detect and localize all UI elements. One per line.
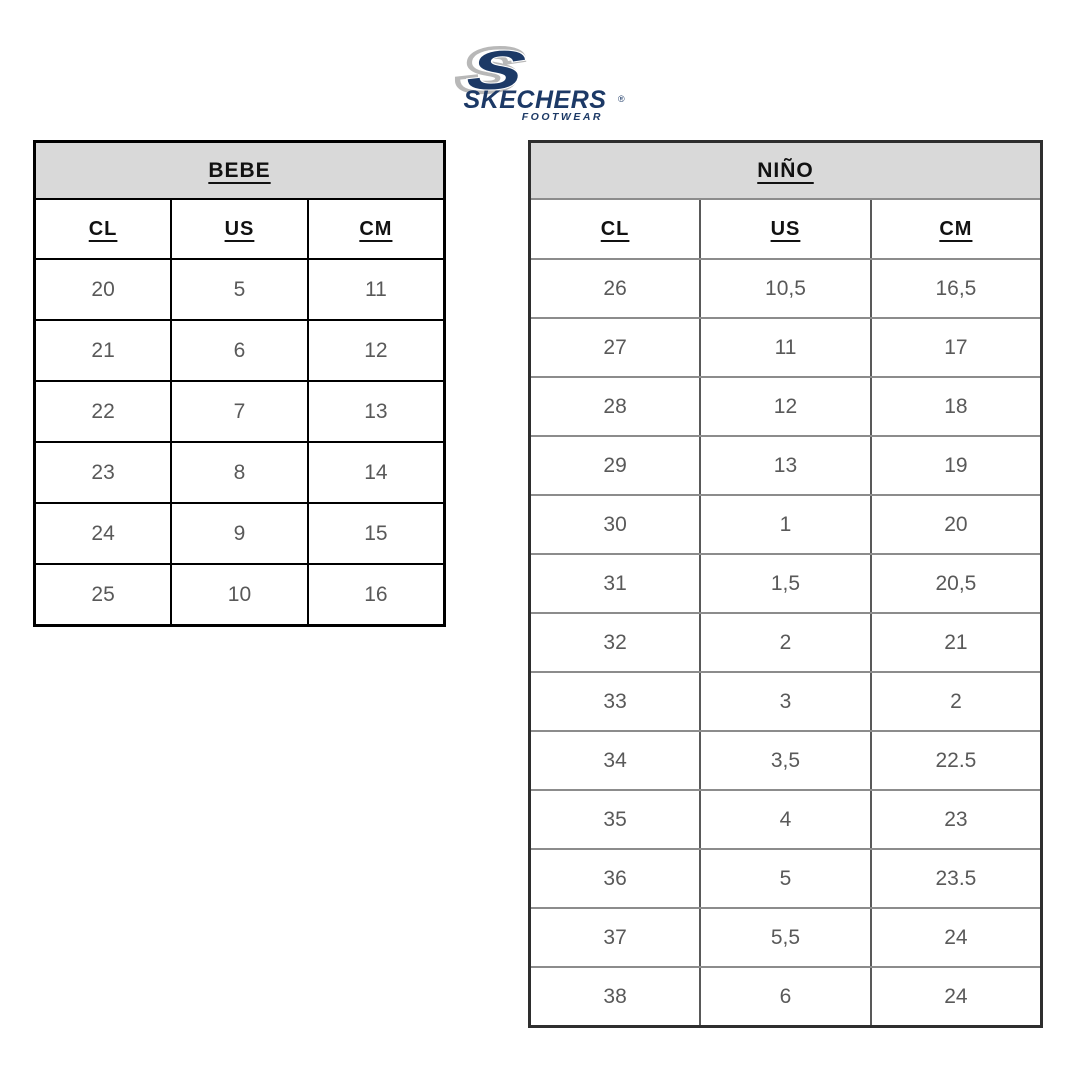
table-cell: 10,5 bbox=[699, 258, 872, 319]
table-cell: 21 bbox=[869, 612, 1043, 673]
table-cell: 26 bbox=[528, 258, 702, 319]
table-title-nino: NIÑO bbox=[528, 140, 1043, 200]
table-cell: 7 bbox=[170, 380, 309, 443]
table-cell: 4 bbox=[699, 789, 872, 850]
table-cell: 21 bbox=[33, 319, 173, 382]
column-header-cm: CM bbox=[306, 198, 446, 260]
column-header-cl: CL bbox=[33, 198, 173, 260]
column-header-us: US bbox=[699, 198, 872, 260]
table-cell: 12 bbox=[699, 376, 872, 437]
column-header-cl: CL bbox=[528, 198, 702, 260]
table-cell: 20,5 bbox=[869, 553, 1043, 614]
table-row: 28 12 18 bbox=[528, 376, 1043, 437]
table-cell: 15 bbox=[306, 502, 446, 565]
table-row: 31 1,5 20,5 bbox=[528, 553, 1043, 614]
table-cell: 6 bbox=[170, 319, 309, 382]
table-cell: 34 bbox=[528, 730, 702, 791]
registered-mark: ® bbox=[618, 94, 625, 104]
table-cell: 13 bbox=[699, 435, 872, 496]
table-row: 25 10 16 bbox=[33, 563, 446, 627]
column-header-cm: CM bbox=[869, 198, 1043, 260]
table-cell: 23.5 bbox=[869, 848, 1043, 909]
table-title-row: NIÑO bbox=[528, 140, 1043, 200]
table-cell: 17 bbox=[869, 317, 1043, 378]
table-cell: 22 bbox=[33, 380, 173, 443]
table-cell: 37 bbox=[528, 907, 702, 968]
table-row: 24 9 15 bbox=[33, 502, 446, 565]
table-cell: 5 bbox=[170, 258, 309, 321]
table-row: 23 8 14 bbox=[33, 441, 446, 504]
table-cell: 38 bbox=[528, 966, 702, 1028]
table-cell: 3,5 bbox=[699, 730, 872, 791]
table-title-row: BEBE bbox=[33, 140, 446, 200]
table-cell: 27 bbox=[528, 317, 702, 378]
footwear-wordmark: FOOTWEAR bbox=[522, 111, 603, 122]
table-cell: 11 bbox=[306, 258, 446, 321]
table-row: 37 5,5 24 bbox=[528, 907, 1043, 968]
nino-size-table: NIÑO CL US CM 26 10,5 16,5 27 11 17 28 12 18 29 13… bbox=[528, 140, 1043, 1028]
table-cell: 25 bbox=[33, 563, 173, 627]
table-cell: 2 bbox=[699, 612, 872, 673]
table-row: 35 4 23 bbox=[528, 789, 1043, 850]
table-cell: 14 bbox=[306, 441, 446, 504]
table-cell: 16,5 bbox=[869, 258, 1043, 319]
table-cell: 20 bbox=[33, 258, 173, 321]
table-cell: 20 bbox=[869, 494, 1043, 555]
table-header-row: CL US CM bbox=[528, 198, 1043, 260]
table-cell: 5,5 bbox=[699, 907, 872, 968]
bebe-table-body: 20 5 11 21 6 12 22 7 13 23 8 14 24 9 15 25 10 16 bbox=[33, 258, 446, 627]
table-cell: 23 bbox=[33, 441, 173, 504]
table-cell: 35 bbox=[528, 789, 702, 850]
table-cell: 9 bbox=[170, 502, 309, 565]
table-row: 29 13 19 bbox=[528, 435, 1043, 496]
table-cell: 30 bbox=[528, 494, 702, 555]
table-cell: 8 bbox=[170, 441, 309, 504]
table-cell: 23 bbox=[869, 789, 1043, 850]
table-row: 27 11 17 bbox=[528, 317, 1043, 378]
table-cell: 24 bbox=[33, 502, 173, 565]
table-row: 33 3 2 bbox=[528, 671, 1043, 732]
table-row: 38 6 24 bbox=[528, 966, 1043, 1028]
table-cell: 36 bbox=[528, 848, 702, 909]
table-row: 20 5 11 bbox=[33, 258, 446, 321]
table-cell: 2 bbox=[869, 671, 1043, 732]
table-title-bebe: BEBE bbox=[33, 140, 446, 200]
table-cell: 13 bbox=[306, 380, 446, 443]
table-cell: 22.5 bbox=[869, 730, 1043, 791]
table-cell: 33 bbox=[528, 671, 702, 732]
table-cell: 1 bbox=[699, 494, 872, 555]
skechers-wordmark: SKECHERS bbox=[464, 86, 607, 114]
table-cell: 1,5 bbox=[699, 553, 872, 614]
table-header-row: CL US CM bbox=[33, 198, 446, 260]
table-cell: 18 bbox=[869, 376, 1043, 437]
table-cell: 10 bbox=[170, 563, 309, 627]
bebe-size-table: BEBE CL US CM 20 5 11 21 6 12 22 7 13 23 8 14 24 9 15 2… bbox=[33, 140, 446, 627]
table-cell: 6 bbox=[699, 966, 872, 1028]
table-row: 32 2 21 bbox=[528, 612, 1043, 673]
table-cell: 28 bbox=[528, 376, 702, 437]
table-cell: 3 bbox=[699, 671, 872, 732]
table-row: 22 7 13 bbox=[33, 380, 446, 443]
table-row: 34 3,5 22.5 bbox=[528, 730, 1043, 791]
table-cell: 31 bbox=[528, 553, 702, 614]
table-cell: 19 bbox=[869, 435, 1043, 496]
skechers-logo: S S SKECHERS ® FOOTWEAR bbox=[450, 36, 625, 122]
table-row: 26 10,5 16,5 bbox=[528, 258, 1043, 319]
table-row: 30 1 20 bbox=[528, 494, 1043, 555]
table-cell: 16 bbox=[306, 563, 446, 627]
table-cell: 5 bbox=[699, 848, 872, 909]
table-row: 21 6 12 bbox=[33, 319, 446, 382]
table-cell: 12 bbox=[306, 319, 446, 382]
column-header-us: US bbox=[170, 198, 309, 260]
table-row: 36 5 23.5 bbox=[528, 848, 1043, 909]
table-cell: 11 bbox=[699, 317, 872, 378]
table-cell: 24 bbox=[869, 966, 1043, 1028]
table-cell: 29 bbox=[528, 435, 702, 496]
nino-table-body: 26 10,5 16,5 27 11 17 28 12 18 29 13 19 30 1 20 31 1,5 20… bbox=[528, 258, 1043, 1028]
table-cell: 24 bbox=[869, 907, 1043, 968]
table-cell: 32 bbox=[528, 612, 702, 673]
